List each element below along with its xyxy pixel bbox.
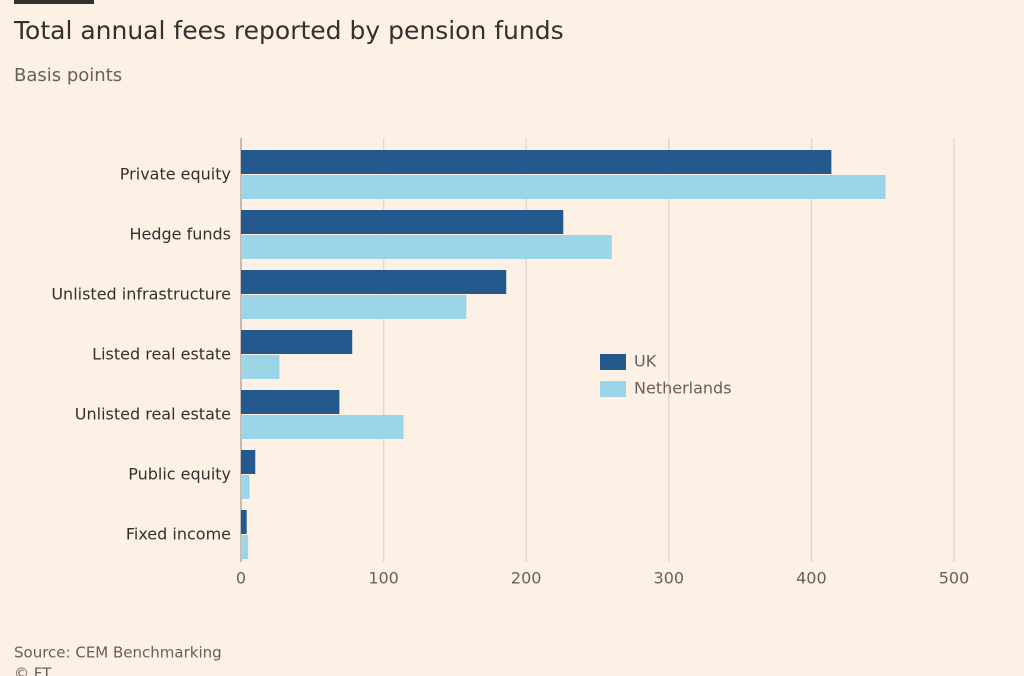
x-tick-label: 0 (236, 569, 246, 588)
x-tick-label: 200 (511, 569, 542, 588)
bar (241, 210, 564, 234)
x-tick-label: 300 (654, 569, 685, 588)
bar (241, 175, 886, 199)
y-tick-label: Unlisted real estate (75, 405, 231, 424)
bar (241, 390, 340, 414)
y-tick-label: Listed real estate (92, 345, 231, 364)
bar (241, 535, 249, 559)
bar (241, 150, 832, 174)
bar (241, 355, 280, 379)
y-tick-label: Unlisted infrastructure (51, 285, 231, 304)
legend-swatch (600, 381, 626, 397)
bar (241, 475, 250, 499)
legend-label: Netherlands (634, 379, 732, 398)
header-rule (14, 0, 94, 4)
bar (241, 450, 256, 474)
chart-subtitle: Basis points (14, 65, 122, 86)
bar (241, 235, 612, 259)
y-tick-label: Fixed income (126, 525, 231, 544)
y-tick-label: Public equity (128, 465, 231, 484)
bar (241, 415, 404, 439)
bar (241, 295, 467, 319)
source: Source: CEM Benchmarking (14, 644, 222, 662)
bar (241, 510, 247, 534)
x-tick-label: 500 (939, 569, 970, 588)
legend-label: UK (634, 352, 657, 371)
x-tick-label: 100 (368, 569, 399, 588)
legend-swatch (600, 354, 626, 370)
bar (241, 270, 507, 294)
bar (241, 330, 353, 354)
y-tick-label: Private equity (120, 165, 231, 184)
y-tick-label: Hedge funds (129, 225, 231, 244)
copyright: © FT (14, 665, 52, 676)
chart-title: Total annual fees reported by pension fu… (13, 16, 564, 45)
x-tick-label: 400 (796, 569, 827, 588)
